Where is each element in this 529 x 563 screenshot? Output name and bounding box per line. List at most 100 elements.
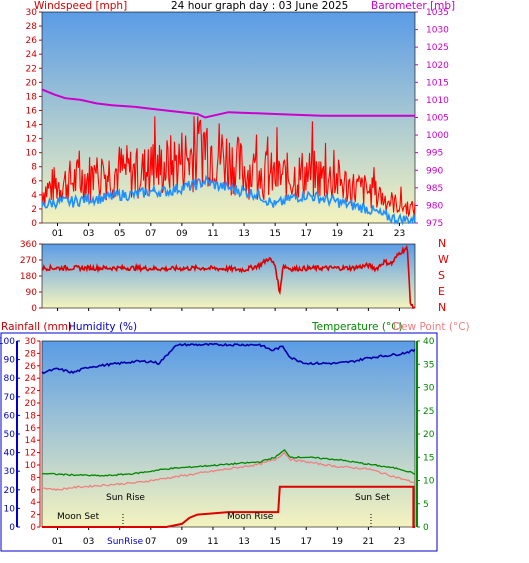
- rain-axis-tick-label: 14: [25, 436, 37, 446]
- wind-axis-tick-label: 14: [26, 121, 38, 131]
- rain-axis-tick-label: 20: [25, 399, 37, 409]
- barometer-series: [41, 88, 415, 119]
- wind-axis-tick-label: 2: [31, 205, 37, 215]
- wind-axis-tick-label: 12: [26, 135, 37, 145]
- lower-hour-tick-label: 19: [332, 537, 344, 547]
- rain-axis-tick-label: 6: [30, 486, 36, 496]
- compass-label: E: [438, 285, 445, 298]
- rain-axis-tick-label: 0: [30, 523, 36, 533]
- lower-hour-tick-label: 13: [238, 537, 249, 547]
- temperature-axis-tick-label: 30: [423, 384, 435, 394]
- wind-axis-tick-label: 0: [31, 219, 37, 229]
- humidity-axis-title: Humidity (%): [68, 321, 137, 333]
- temperature-axis-tick-label: 10: [423, 477, 435, 487]
- moon-rise-label: Moon Rise: [227, 512, 274, 522]
- rain-axis-tick-label: 12: [25, 449, 36, 459]
- wind-axis-tick-label: 30: [26, 8, 38, 18]
- humidity-axis-tick-label: 10: [4, 504, 16, 514]
- humidity-plot-area: [41, 340, 416, 528]
- hour-tick-label: 17: [300, 229, 311, 239]
- sun-set-label: Sun Set: [355, 493, 390, 503]
- rainfall-axis-title: Rainfall (mm): [1, 321, 72, 333]
- lower-hour-tick-label: 15: [269, 537, 280, 547]
- barometer-axis-tick-label: 1000: [426, 131, 449, 141]
- wind-axis-tick-label: 28: [26, 22, 38, 32]
- temperature-axis-tick-label: 5: [423, 500, 429, 510]
- barometer-axis-tick-label: 975: [426, 219, 443, 229]
- humidity-axis-tick-label: 30: [4, 467, 16, 477]
- rain-axis-tick-label: 18: [25, 411, 37, 421]
- humidity-series: [41, 342, 416, 375]
- wind-axis-tick-label: 4: [31, 191, 37, 201]
- barometer-axis-tick-label: 1005: [426, 114, 449, 124]
- lower-hour-tick-label: 01: [52, 537, 63, 547]
- compass-label: S: [438, 269, 445, 282]
- lower-hour-tick-label: 07: [145, 537, 156, 547]
- rain-axis-tick-label: 10: [25, 461, 37, 471]
- rainfall-series: [42, 485, 415, 528]
- hour-tick-label: 15: [269, 229, 280, 239]
- lower-hour-tick-label: 23: [394, 537, 405, 547]
- wind-axis-tick-label: 26: [26, 36, 38, 46]
- hour-tick-label: 09: [176, 229, 188, 239]
- barometer-axis-tick-label: 1010: [426, 96, 449, 106]
- direction-axis-tick-label: 0: [31, 304, 37, 314]
- moon-set-label: Moon Set: [57, 512, 100, 522]
- hour-tick-label: 01: [52, 229, 63, 239]
- rain-axis-tick-label: 26: [25, 362, 37, 372]
- rain-axis-tick-label: 30: [25, 337, 37, 347]
- compass-label: N: [438, 301, 446, 314]
- temperature-series: [41, 449, 416, 477]
- barometer-axis-title: Barometer [mb]: [371, 0, 455, 12]
- wind-axis-tick-label: 8: [31, 163, 37, 173]
- humidity-axis-tick-label: 0: [9, 523, 15, 533]
- temperature-axis-tick-label: 0: [423, 523, 429, 533]
- barometer-axis-tick-label: 980: [426, 201, 443, 211]
- humidity-axis-tick-label: 50: [4, 430, 16, 440]
- rain-axis-tick-label: 28: [25, 349, 37, 359]
- rain-axis-tick-label: 8: [30, 473, 36, 483]
- rain-axis-tick-label: 4: [30, 498, 36, 508]
- sunrise-axis-marker: SunRise: [107, 537, 144, 547]
- temperature-axis-tick-label: 20: [423, 430, 435, 440]
- rain-axis-tick-label: 24: [25, 374, 37, 384]
- compass-label: W: [438, 253, 449, 266]
- graph-title: 24 hour graph day : 03 June 2025: [171, 0, 348, 12]
- lower-hour-tick-label: 21: [363, 537, 374, 547]
- lower-panel-frame: [0, 332, 438, 552]
- humidity-axis-tick-label: 80: [4, 374, 16, 384]
- humidity-axis-tick-label: 20: [4, 486, 16, 496]
- hour-tick-label: 13: [238, 229, 249, 239]
- barometer-axis-tick-label: 1020: [426, 61, 449, 71]
- barometer-axis-tick-label: 1030: [426, 26, 449, 36]
- sun-rise-label: Sun Rise: [106, 493, 145, 503]
- lower-hour-tick-label: 03: [83, 537, 94, 547]
- temperature-axis-tick-label: 15: [423, 453, 434, 463]
- compass-label: N: [438, 237, 446, 250]
- wind-axis-tick-label: 10: [26, 149, 38, 159]
- temperature-axis-tick-label: 40: [423, 337, 435, 347]
- hour-tick-label: 11: [207, 229, 218, 239]
- direction-axis-tick-label: 360: [20, 240, 37, 250]
- direction-axis-tick-label: 270: [20, 256, 37, 266]
- wind-axis-tick-label: 16: [26, 106, 38, 116]
- windspeed-axis-title: Windspeed [mph]: [34, 0, 127, 12]
- dew-point-series: [41, 451, 416, 492]
- barometer-axis-tick-label: 1015: [426, 78, 449, 88]
- rain-axis-tick-label: 2: [30, 511, 36, 521]
- rain-axis-tick-label: 16: [25, 424, 37, 434]
- direction-axis-tick-label: 180: [20, 272, 37, 282]
- hour-tick-label: 05: [114, 229, 125, 239]
- wind-plot-area: [41, 11, 416, 224]
- wind-direction-series: [41, 244, 416, 310]
- humidity-axis-tick-label: 40: [4, 449, 16, 459]
- wind-axis-tick-label: 6: [31, 177, 37, 187]
- dew-point-axis-title: Dew Point (°C): [393, 321, 470, 333]
- temperature-axis-tick-label: 35: [423, 360, 434, 370]
- humidity-axis-tick-label: 70: [4, 393, 16, 403]
- barometer-axis-tick-label: 1025: [426, 43, 449, 53]
- humidity-axis-tick-label: 100: [0, 337, 15, 347]
- barometer-axis-tick-label: 990: [426, 166, 443, 176]
